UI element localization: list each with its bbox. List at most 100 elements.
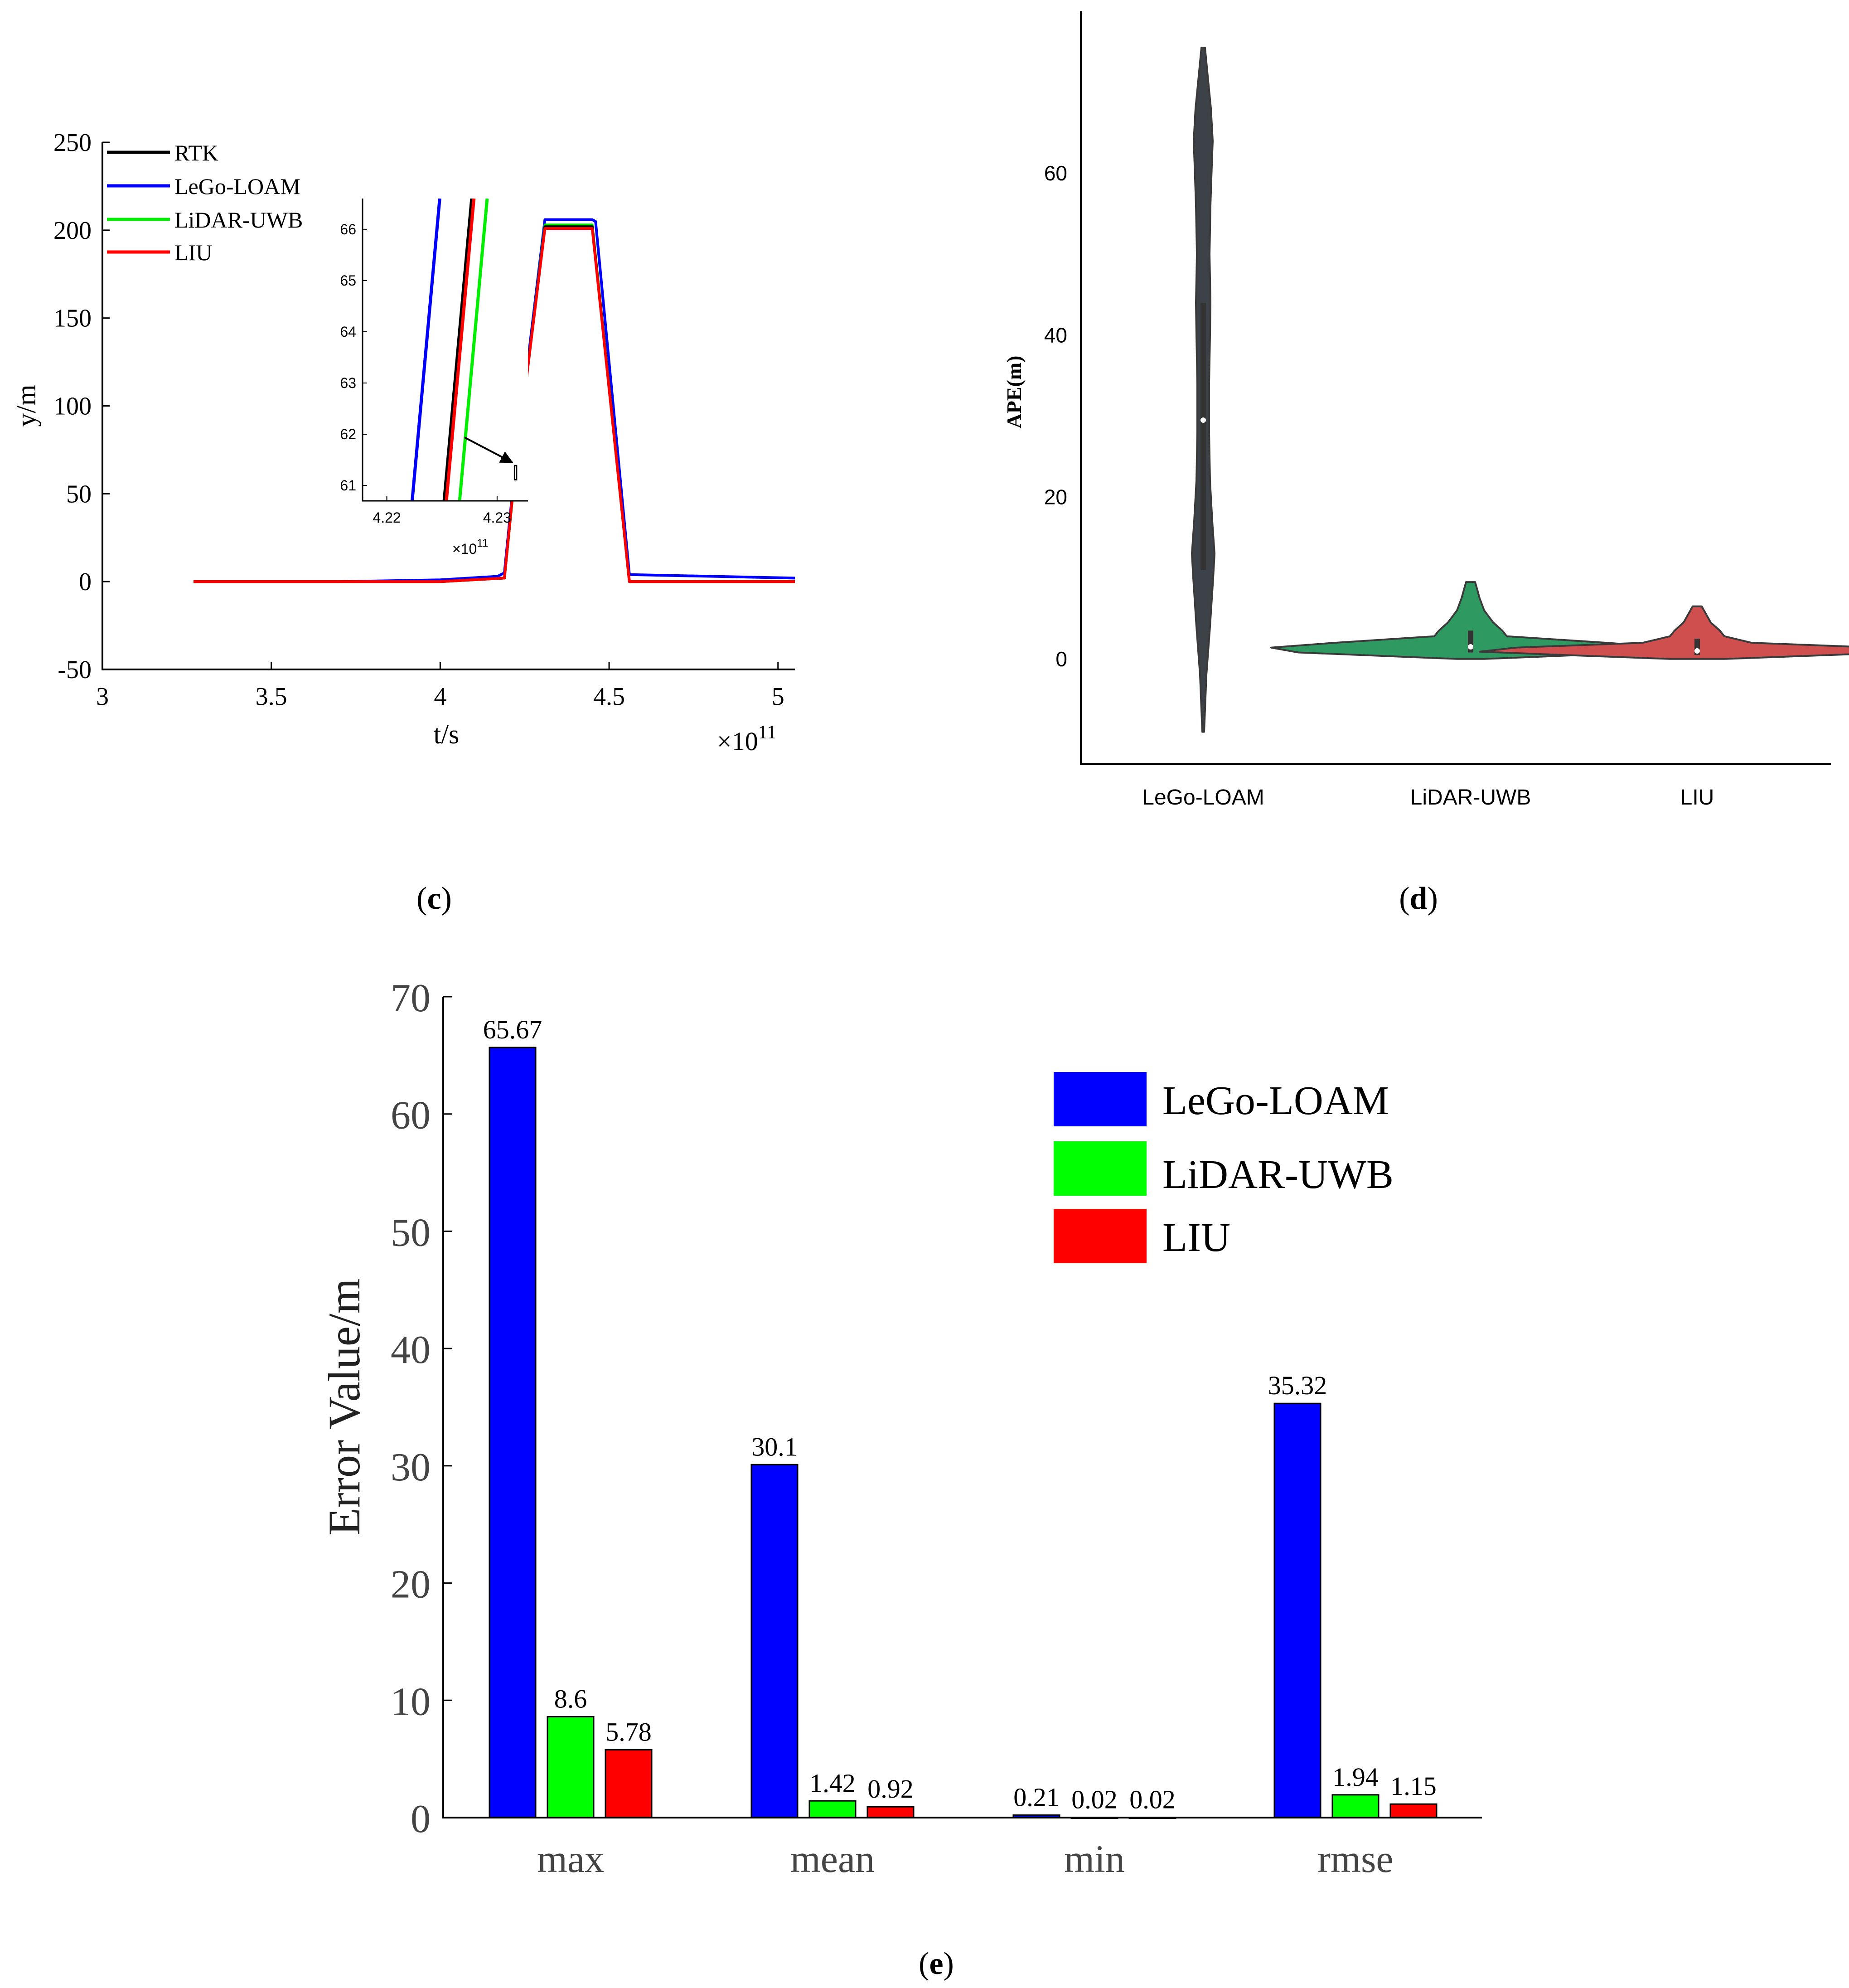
c-y-tick-label: 0: [79, 568, 92, 596]
e-bar-liu-mean: [866, 1806, 915, 1818]
e-legend-swatch-lego: [1054, 1072, 1147, 1126]
e-category-label: rmse: [1317, 1837, 1393, 1881]
e-axis-ticks: 0 10 20 30 40 50 60 70: [391, 976, 452, 1841]
c-y-tick-label: 100: [53, 393, 92, 421]
e-category-labels: max mean min rmse: [537, 1837, 1394, 1881]
panel-d-violin-chart: 0 20 40 60 APE(m) LeGo-LOAM LiDAR-UWB LIU: [1002, 11, 1849, 810]
e-y-tick-label: 70: [391, 976, 431, 1020]
e-bar-liu-max: [605, 1749, 653, 1818]
e-value-label-lego-loam-min: 0.21: [1013, 1783, 1060, 1812]
e-bar-lidar-uwb-rmse: [1331, 1794, 1379, 1818]
e-y-tick-label: 0: [411, 1797, 431, 1841]
d-violin-median-lego-loam: [1200, 417, 1206, 423]
e-y-tick-label: 30: [391, 1445, 431, 1489]
d-violins: [1191, 47, 1849, 733]
e-value-label-lidar-uwb-min: 0.02: [1071, 1784, 1118, 1814]
c-y-tick-label: 250: [53, 129, 92, 157]
c-inset-line-lego-loam: [411, 199, 441, 501]
e-legend-swatch-liu: [1054, 1209, 1147, 1263]
c-inset-y-tick-label: 66: [340, 221, 356, 238]
e-y-tick-label: 60: [391, 1094, 431, 1138]
d-category-label: LIU: [1680, 786, 1714, 810]
e-value-label-lego-loam-mean: 30.1: [751, 1432, 798, 1461]
c-x-tick-label: 3: [96, 683, 109, 711]
c-legend-label-lidar-uwb: LiDAR-UWB: [174, 207, 303, 233]
panel-label-d: (d): [1399, 881, 1438, 916]
e-value-label-liu-max: 5.78: [605, 1717, 652, 1746]
e-value-label-lego-loam-max: 65.67: [483, 1015, 542, 1044]
c-zoom-inset: 4.22 4.23 61 62 63 64 65 66 ×1011: [340, 199, 528, 557]
e-value-label-lego-loam-rmse: 35.32: [1268, 1371, 1327, 1400]
e-bar-lidar-uwb-max: [547, 1716, 595, 1818]
panel-label-e: (e): [919, 1946, 954, 1981]
c-x-tick-label: 5: [772, 683, 784, 711]
d-y-axis-label: APE(m): [1002, 356, 1026, 429]
e-y-tick-label: 20: [391, 1563, 431, 1607]
e-legend-label-lidar-uwb: LiDAR-UWB: [1162, 1152, 1394, 1197]
c-inset-background: [363, 199, 528, 501]
e-bar-liu-rmse: [1389, 1803, 1438, 1818]
e-value-label-liu-rmse: 1.15: [1390, 1771, 1437, 1801]
e-category-label: min: [1064, 1837, 1125, 1881]
e-bars: [489, 1047, 1438, 1819]
c-y-tick-label: 150: [53, 305, 92, 333]
c-inset-y-tick-label: 61: [340, 477, 356, 494]
c-x-tick-label: 4.5: [593, 683, 625, 711]
c-x-tick-label: 3.5: [256, 683, 287, 711]
e-y-axis-label: Error Value/m: [319, 1278, 369, 1535]
c-inset-line-lidar-uwb: [458, 199, 489, 501]
c-inset-y-tick-label: 62: [340, 426, 356, 442]
e-y-tick-label: 50: [391, 1211, 431, 1255]
c-inset-y-tick-label: 64: [340, 324, 356, 340]
c-inset-x-tick-label: 4.22: [373, 509, 401, 526]
e-legend-label-liu: LIU: [1162, 1215, 1230, 1260]
c-zoom-region-box: [513, 465, 518, 480]
e-value-label-liu-mean: 0.92: [867, 1774, 914, 1804]
c-series-line-liu: [194, 227, 795, 583]
c-x-exponent: ×1011: [717, 722, 776, 756]
c-legend: RTK LeGo-LOAM LiDAR-UWB LIU: [107, 140, 303, 265]
c-y-axis-label: y/m: [11, 384, 41, 427]
c-axes-frame: [102, 142, 795, 670]
c-inset-y-tick-label: 65: [340, 272, 356, 289]
panel-c-line-chart: 3 3.5 4 4.5 5 -50 0 50 100 150 200 250 t/s y/m ×101…: [11, 129, 795, 756]
e-bar-lego-loam-mean: [750, 1464, 799, 1818]
e-value-label-lidar-uwb-mean: 1.42: [809, 1768, 856, 1798]
d-violin-median-liu: [1694, 648, 1700, 654]
e-value-label-lidar-uwb-max: 8.6: [554, 1684, 587, 1714]
c-y-tick-label: -50: [58, 656, 92, 684]
d-y-tick-label: 40: [1044, 323, 1067, 347]
c-x-tick-label: 4: [434, 683, 446, 711]
e-legend-swatch-lidar-uwb: [1054, 1141, 1147, 1196]
e-legend: LeGo-LOAM LiDAR-UWB LIU: [1054, 1072, 1394, 1263]
c-inset-series-lines: [411, 199, 489, 501]
d-category-labels: LeGo-LOAM LiDAR-UWB LIU: [1142, 786, 1714, 810]
c-inset-x-exponent: ×1011: [452, 537, 488, 557]
d-category-label: LiDAR-UWB: [1410, 786, 1531, 810]
c-axis-ticks: 3 3.5 4 4.5 5 -50 0 50 100 150 200 250: [53, 129, 784, 711]
e-y-tick-label: 10: [391, 1680, 431, 1724]
d-category-label: LeGo-LOAM: [1142, 786, 1264, 810]
e-axes-frame: [442, 997, 1482, 1818]
d-violin-median-lidar-uwb: [1468, 644, 1473, 650]
e-y-tick-label: 40: [391, 1328, 431, 1372]
d-violin-body-lidar-uwb: [1270, 581, 1671, 660]
d-axes-frame: [1080, 11, 1831, 765]
c-zoom-arrow: [464, 436, 513, 463]
c-inset-x-tick-label: 4.23: [483, 509, 511, 526]
c-legend-label-lego: LeGo-LOAM: [174, 174, 300, 199]
d-y-tick-label: 20: [1044, 485, 1067, 509]
e-value-label-liu-min: 0.02: [1129, 1784, 1176, 1814]
panel-label-c: (c): [416, 881, 452, 916]
e-category-label: mean: [790, 1837, 875, 1881]
c-inset-line-rtk: [442, 199, 474, 501]
e-value-label-lidar-uwb-rmse: 1.94: [1332, 1762, 1379, 1792]
c-inset-axes-frame: [362, 199, 528, 502]
c-x-axis-label: t/s: [434, 719, 460, 749]
c-inset-y-tick-label: 63: [340, 375, 356, 391]
e-bar-lidar-uwb-mean: [808, 1800, 857, 1818]
c-legend-label-rtk: RTK: [174, 140, 218, 165]
c-inset-axis-ticks: 4.22 4.23 61 62 63 64 65 66: [340, 221, 511, 526]
e-legend-label-lego: LeGo-LOAM: [1162, 1078, 1389, 1123]
